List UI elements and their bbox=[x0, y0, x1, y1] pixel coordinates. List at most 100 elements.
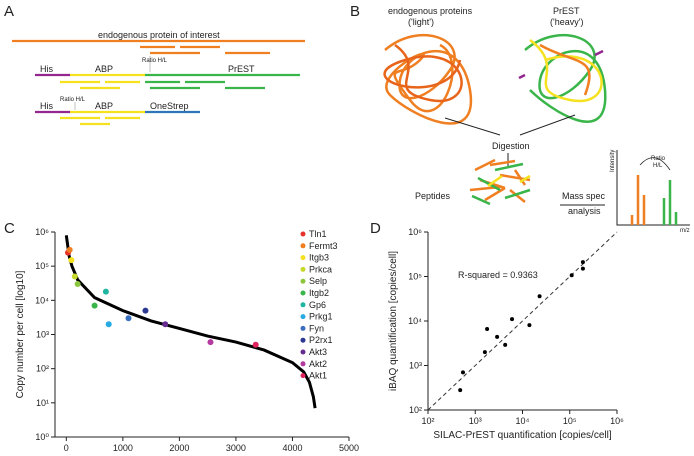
legend-swatch bbox=[300, 373, 306, 379]
point bbox=[510, 317, 515, 322]
y-tick-label: 10³ bbox=[409, 361, 422, 371]
legend-label: Fermt3 bbox=[309, 241, 338, 251]
x-tick-label: 1000 bbox=[113, 443, 133, 453]
y-tick-label: 10³ bbox=[36, 330, 49, 340]
reference-line bbox=[427, 231, 618, 411]
ratio-label: Ratio bbox=[651, 156, 666, 162]
point bbox=[207, 339, 214, 346]
legend-label: Akt2 bbox=[309, 359, 327, 369]
x-tick-label: 3000 bbox=[226, 443, 246, 453]
point bbox=[527, 323, 532, 328]
point bbox=[252, 341, 259, 348]
x-tick-label: 10⁵ bbox=[563, 416, 577, 426]
x-tick-label: 4000 bbox=[282, 443, 302, 453]
panel-letter: B bbox=[350, 3, 360, 20]
y-tick-label: 10² bbox=[409, 405, 422, 415]
point bbox=[460, 370, 465, 375]
x-tick-label: 10⁶ bbox=[610, 416, 624, 426]
group-label: endogenous proteins bbox=[388, 6, 473, 16]
protein-label: endogenous protein of interest bbox=[98, 30, 220, 40]
y-tick-label: 10⁵ bbox=[35, 261, 49, 271]
point bbox=[74, 281, 81, 288]
step-label: Digestion bbox=[492, 141, 530, 151]
ratio-label: Ratio H/L bbox=[60, 97, 86, 103]
domain-label: His bbox=[40, 101, 53, 111]
y-tick-label: 10⁶ bbox=[408, 227, 422, 237]
legend-swatch bbox=[300, 314, 306, 320]
point bbox=[458, 388, 463, 393]
y-axis-label: Copy number per cell [log10] bbox=[15, 270, 26, 398]
y-tick-label: 10² bbox=[36, 364, 49, 374]
x-tick-label: 10² bbox=[421, 416, 434, 426]
ratio-label: H/L bbox=[653, 163, 663, 169]
step-label: Mass spec bbox=[562, 191, 606, 201]
x-tick-label: 5000 bbox=[339, 443, 359, 453]
y-tick-label: 10⁴ bbox=[408, 316, 422, 326]
y-tick-label: 10⁴ bbox=[35, 295, 49, 305]
point bbox=[569, 273, 574, 278]
point bbox=[580, 260, 585, 265]
legend-swatch bbox=[300, 231, 306, 237]
annotation: R-squared = 0.9363 bbox=[458, 270, 538, 280]
x-tick-label: 10³ bbox=[469, 416, 482, 426]
axis-label: Intensity bbox=[610, 150, 616, 172]
group-label: ('light') bbox=[408, 17, 434, 27]
panel-letter: D bbox=[370, 220, 381, 237]
legend-swatch bbox=[300, 278, 306, 284]
group-label: ('heavy') bbox=[550, 17, 583, 27]
y-tick-label: 10¹ bbox=[36, 398, 49, 408]
legend-swatch bbox=[300, 302, 306, 308]
legend-label: Akt3 bbox=[309, 347, 327, 357]
ratio-label: Ratio H/L bbox=[142, 58, 168, 64]
x-axis-label: SILAC-PrEST quantification [copies/cell] bbox=[433, 430, 611, 441]
point bbox=[105, 321, 112, 328]
legend-swatch bbox=[300, 290, 306, 296]
x-tick-label: 0 bbox=[64, 443, 69, 453]
domain-label: His bbox=[40, 64, 53, 74]
legend-swatch bbox=[300, 337, 306, 343]
legend-label: Prkg1 bbox=[309, 312, 333, 322]
point bbox=[580, 266, 585, 271]
x-tick-label: 10⁴ bbox=[516, 416, 530, 426]
y-tick-label: 10⁵ bbox=[408, 272, 422, 282]
point bbox=[482, 350, 487, 355]
point bbox=[125, 315, 132, 322]
point bbox=[102, 288, 109, 295]
curve bbox=[64, 235, 317, 409]
legend-label: Tln1 bbox=[309, 229, 327, 239]
point bbox=[495, 334, 500, 339]
legend-label: Itgb2 bbox=[309, 288, 329, 298]
step-label: analysis bbox=[568, 206, 601, 216]
point bbox=[162, 321, 169, 328]
legend-swatch bbox=[300, 255, 306, 261]
domain-label: PrEST bbox=[228, 64, 255, 74]
legend-label: P2rx1 bbox=[309, 335, 333, 345]
legend-label: Itgb3 bbox=[309, 253, 329, 263]
point bbox=[142, 307, 149, 314]
panel-letter: A bbox=[4, 3, 14, 20]
legend-swatch bbox=[300, 243, 306, 249]
point bbox=[537, 294, 542, 299]
domain-label: ABP bbox=[95, 64, 113, 74]
legend-label: Fyn bbox=[309, 323, 324, 333]
point bbox=[485, 327, 490, 332]
domain-label: OneStrep bbox=[150, 101, 189, 111]
y-tick-label: 10⁶ bbox=[35, 227, 49, 237]
panel-b bbox=[383, 33, 690, 226]
x-tick-label: 2000 bbox=[169, 443, 189, 453]
legend-label: Gp6 bbox=[309, 300, 326, 310]
domain-label: ABP bbox=[95, 101, 113, 111]
point bbox=[68, 257, 75, 264]
point bbox=[503, 342, 508, 347]
legend-swatch bbox=[300, 361, 306, 367]
legend-label: Prkca bbox=[309, 264, 332, 274]
point bbox=[66, 246, 73, 253]
step-label: Peptides bbox=[415, 191, 451, 201]
panel-a bbox=[12, 39, 305, 126]
point bbox=[91, 302, 98, 309]
panel-letter: C bbox=[4, 220, 15, 237]
legend-swatch bbox=[300, 349, 306, 355]
legend-label: Akt1 bbox=[309, 371, 327, 381]
point bbox=[71, 273, 78, 280]
